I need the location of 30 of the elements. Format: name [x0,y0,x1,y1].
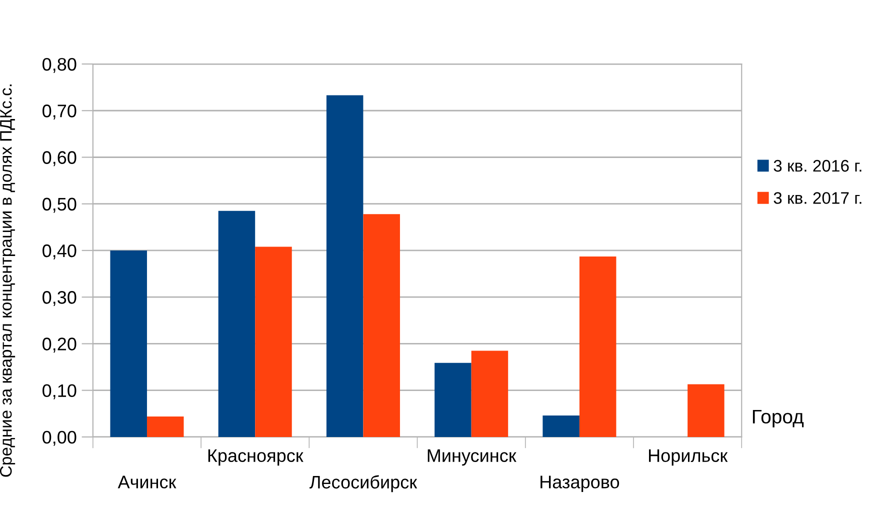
bar [146,416,184,437]
bar [688,384,724,437]
bar [363,214,400,437]
y-tick-label: 0,70 [42,104,76,120]
y-tick-label: 0,00 [42,430,76,446]
y-tick-label: 0,30 [42,291,76,306]
y-tick-label: 0,80 [42,58,76,73]
y-tick-label: 0,60 [42,151,76,166]
x-tick-label: Назарово [540,476,620,492]
bar [255,246,292,437]
y-tick-label: 0,50 [42,198,76,213]
y-tick-label: 0,20 [42,338,76,353]
x-tick-label: Лесосибирск [310,475,418,492]
x-axis-title: Город [752,410,804,428]
legend-label: 3 кв. 2017 г. [774,192,862,204]
y-axis-title: Средние за квартал концентрации в долях ПДКс.с. [0,84,16,477]
bar [579,256,616,437]
x-tick-label: Минусинск [428,449,516,466]
bar [218,210,256,437]
bar [434,362,472,437]
x-tick-label: Норильск [649,449,728,466]
bar [471,350,508,437]
x-tick-label: Ачинск [118,476,176,488]
legend-label: 3 кв. 2016 г. [774,160,862,172]
bar [542,416,580,437]
bar [110,250,147,437]
y-tick-label: 0,10 [42,384,76,400]
y-tick-label: 0,40 [42,244,76,260]
bar [326,95,364,437]
x-tick-label: Красноярск [208,449,304,466]
